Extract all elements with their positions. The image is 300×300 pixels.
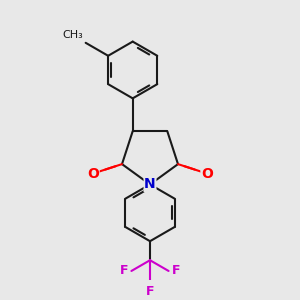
- Text: F: F: [119, 265, 128, 278]
- Text: N: N: [144, 178, 156, 191]
- Text: F: F: [172, 265, 181, 278]
- Text: CH₃: CH₃: [63, 31, 83, 40]
- Text: O: O: [87, 167, 99, 181]
- Text: F: F: [146, 285, 154, 298]
- Text: O: O: [201, 167, 213, 181]
